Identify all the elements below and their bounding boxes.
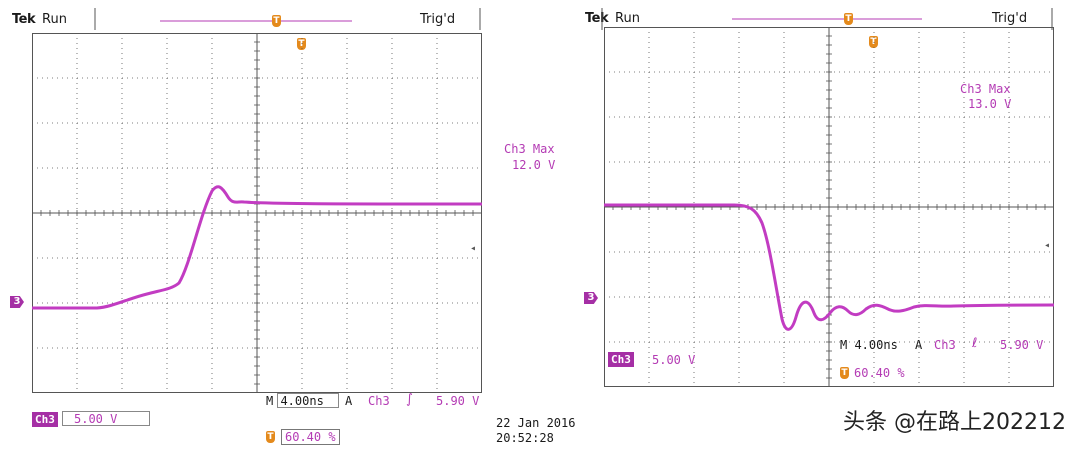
measurement-value: 12.0 V (512, 158, 556, 172)
trigger-offset-marker-icon: T (840, 367, 849, 379)
trigger-position-percent: 60.40 % (281, 429, 340, 445)
vertical-scale: 5.00 V (74, 412, 118, 426)
trigger-status: Trig'd (420, 12, 456, 27)
vertical-scale: 5.00 V (652, 353, 696, 367)
trigger-position-marker-icon[interactable]: T (272, 15, 281, 27)
trigger-status: Trig'd (992, 11, 1028, 26)
falling-edge-icon: ℓ (972, 336, 978, 351)
measurement-value: 13.0 V (968, 97, 1012, 111)
waveform-graticule (604, 27, 1054, 387)
timebase-readout: M 4.00ns (266, 394, 324, 408)
channel-badge[interactable]: Ch3 (608, 352, 634, 367)
trigger-channel: Ch3 (934, 338, 956, 352)
timebase-readout: M 4.00ns (840, 338, 898, 352)
run-status: Run (615, 11, 640, 26)
trigger-level-marker-icon[interactable]: ◂ (470, 243, 477, 254)
run-status: Run (42, 12, 67, 27)
watermark: 头条 @在路上202212 (843, 410, 1066, 435)
trigger-channel: Ch3 (368, 394, 390, 408)
scale-box (62, 411, 150, 426)
oscilloscope-screen-right: Tek Run T T Trig'd 3 ◂ Ch3 Max 13.0 V Ch… (582, 0, 1080, 452)
trigger-mode: A (915, 338, 923, 352)
trigger-offset-marker-icon: T (266, 431, 275, 443)
oscilloscope-screen-left: Tek Run T T Trig'd 3 ◂ Ch3 Max 12.0 V Ch… (10, 8, 576, 445)
measurement-label: Ch3 Max (960, 82, 1011, 96)
trigger-position-percent: 60.40 % (854, 366, 905, 380)
trigger-level-marker-icon[interactable]: ◂ (1044, 240, 1051, 251)
trigger-position-marker-icon[interactable]: T (844, 13, 853, 25)
trigger-level: 5.90 V (1000, 338, 1044, 352)
waveform-graticule (32, 33, 482, 393)
time-readout: 20:52:28 (496, 431, 554, 445)
trigger-position-bar (601, 8, 1053, 30)
trigger-position-bar (94, 8, 481, 30)
trigger-point-marker-icon: T (297, 38, 306, 50)
date-readout: 22 Jan 2016 (496, 416, 576, 430)
measurement-label: Ch3 Max (504, 142, 555, 156)
waveform-trace (32, 185, 482, 310)
trigger-mode: A (345, 394, 353, 408)
timebase-box (277, 393, 339, 408)
ground-level-marker-icon[interactable]: 3 (10, 296, 24, 308)
brand-label: Tek (12, 12, 36, 27)
waveform-trace (604, 203, 1054, 331)
ground-level-marker-icon[interactable]: 3 (584, 292, 598, 304)
channel-badge[interactable]: Ch3 (32, 412, 58, 427)
brand-label: Tek (585, 11, 609, 26)
rising-edge-icon: ∫ (406, 392, 413, 407)
trigger-level: 5.90 V (436, 394, 480, 408)
trigger-point-marker-icon: T (869, 36, 878, 48)
